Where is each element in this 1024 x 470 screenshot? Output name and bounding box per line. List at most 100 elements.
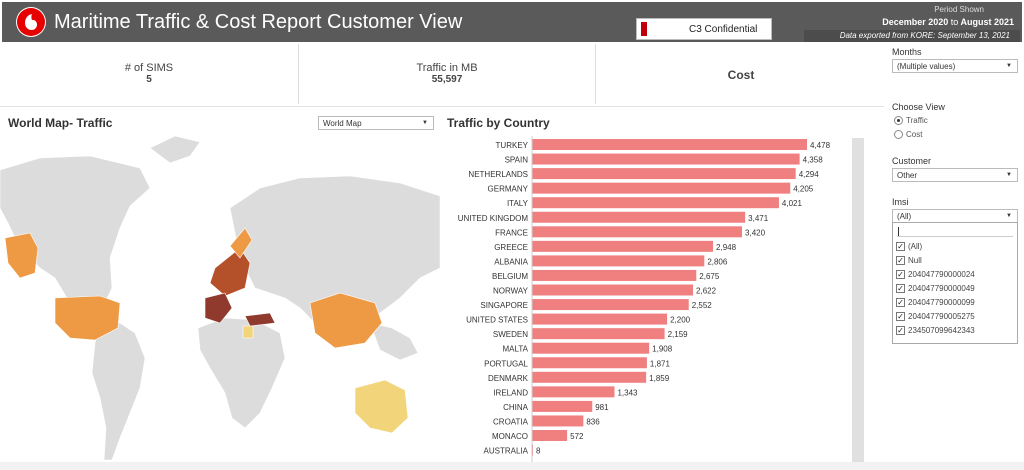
imsi-checklist: ✓ (All) ✓ Null ✓ 204047790000024 ✓ 204047790… xyxy=(892,222,1018,344)
customer-filter-select[interactable]: Other ▼ xyxy=(892,168,1018,182)
bar[interactable] xyxy=(532,139,807,150)
world-map[interactable] xyxy=(0,128,440,464)
view-option-traffic-label: Traffic xyxy=(906,116,928,125)
turkey-region[interactable] xyxy=(244,312,276,327)
imsi-option[interactable]: ✓ 234507099642343 xyxy=(896,326,975,335)
africa-land[interactable] xyxy=(197,317,286,429)
checkbox-checked-icon[interactable]: ✓ xyxy=(896,326,905,335)
value-label: 3,420 xyxy=(745,228,766,237)
bar[interactable] xyxy=(532,182,791,194)
bar[interactable] xyxy=(532,415,584,427)
map-view-select[interactable]: World Map ▼ xyxy=(318,116,434,130)
northern-europe-region[interactable] xyxy=(209,247,251,297)
imsi-option-label: 204047790000024 xyxy=(908,270,975,279)
category-label: DENMARK xyxy=(488,374,529,383)
united-states-region[interactable] xyxy=(54,295,121,341)
bar[interactable] xyxy=(532,299,689,311)
value-label: 1,343 xyxy=(617,388,638,397)
chart-scrollbar[interactable] xyxy=(852,138,864,464)
checkbox-checked-icon[interactable]: ✓ xyxy=(896,312,905,321)
south-america-land[interactable] xyxy=(91,317,146,461)
section-divider xyxy=(0,106,884,107)
bar[interactable] xyxy=(532,197,779,209)
bar[interactable] xyxy=(532,284,694,296)
checkbox-checked-icon[interactable]: ✓ xyxy=(896,242,905,251)
checkbox-checked-icon[interactable]: ✓ xyxy=(896,298,905,307)
norway-sweden-region[interactable] xyxy=(229,227,253,259)
kpi-traffic-value: 55,597 xyxy=(431,74,463,85)
dashboard-header: Maritime Traffic & Cost Report Customer … xyxy=(2,2,1022,42)
china-region[interactable] xyxy=(309,292,383,349)
category-label: GREECE xyxy=(494,243,528,252)
value-label: 8 xyxy=(536,447,541,456)
bar[interactable] xyxy=(532,255,705,267)
value-label: 2,159 xyxy=(668,330,689,339)
category-label: IRELAND xyxy=(493,388,528,397)
customer-filter-value: Other xyxy=(897,171,918,180)
australia-region[interactable] xyxy=(354,379,409,434)
bar[interactable] xyxy=(532,269,697,281)
period-info: Period Shown December 2020 to August 202… xyxy=(882,4,1014,28)
bar[interactable] xyxy=(532,386,615,398)
checkbox-checked-icon[interactable]: ✓ xyxy=(896,256,905,265)
highlighted-countries xyxy=(4,227,409,434)
bar[interactable] xyxy=(532,211,746,223)
imsi-filter-value: (All) xyxy=(897,212,912,221)
category-label: NORWAY xyxy=(493,287,529,296)
bar[interactable] xyxy=(532,153,800,165)
greenland-land[interactable] xyxy=(149,135,201,164)
category-label: SINGAPORE xyxy=(480,301,528,310)
value-label: 2,675 xyxy=(699,272,720,281)
map-title: World Map- Traffic xyxy=(8,116,113,130)
imsi-option[interactable]: ✓ Null xyxy=(896,256,922,265)
imsi-search-input[interactable] xyxy=(897,226,1013,237)
southeast-asia-land[interactable] xyxy=(369,322,419,361)
text-cursor xyxy=(898,227,899,236)
bar[interactable] xyxy=(532,226,743,238)
bar[interactable] xyxy=(532,168,796,180)
view-option-traffic[interactable]: Traffic xyxy=(894,116,928,125)
months-filter-select[interactable]: (Multiple values) ▼ xyxy=(892,59,1018,73)
chevron-down-icon: ▼ xyxy=(1006,172,1012,178)
western-europe-region[interactable] xyxy=(204,292,233,324)
category-label: UNITED STATES xyxy=(466,316,528,325)
imsi-option[interactable]: ✓ 204047790000049 xyxy=(896,284,975,293)
value-label: 2,200 xyxy=(670,316,691,325)
view-option-cost[interactable]: Cost xyxy=(894,130,922,139)
imsi-option[interactable]: ✓ 204047790000024 xyxy=(896,270,975,279)
imsi-option[interactable]: ✓ (All) xyxy=(896,242,922,251)
traffic-by-country-chart: TURKEY 4,478 SPAIN 4,358 NETHERLANDS 4,294 GER… xyxy=(458,136,831,464)
category-label: BELGIUM xyxy=(492,272,528,281)
checkbox-checked-icon[interactable]: ✓ xyxy=(896,270,905,279)
imsi-option[interactable]: ✓ 204047790000099 xyxy=(896,298,975,307)
imsi-filter-label: Imsi xyxy=(892,197,909,207)
alaska-region[interactable] xyxy=(4,232,39,279)
radio-unselected-icon[interactable] xyxy=(894,130,903,139)
bar[interactable] xyxy=(532,430,568,441)
export-note: Data exported from KORE: September 13, 2… xyxy=(804,30,1020,42)
customer-filter-label: Customer xyxy=(892,156,932,166)
radio-selected-icon[interactable] xyxy=(894,116,903,125)
bar[interactable] xyxy=(532,400,593,412)
bar[interactable] xyxy=(532,371,647,383)
value-label: 2,806 xyxy=(707,257,728,266)
bar[interactable] xyxy=(532,342,650,354)
category-label: MALTA xyxy=(503,345,529,354)
imsi-filter-select[interactable]: (All) ▼ xyxy=(892,209,1018,223)
value-label: 4,205 xyxy=(793,185,814,194)
value-label: 836 xyxy=(586,417,600,426)
period-label: Period Shown xyxy=(934,5,984,14)
egypt-region[interactable] xyxy=(242,325,254,339)
bar[interactable] xyxy=(532,357,647,369)
value-label: 4,478 xyxy=(810,141,831,150)
bar[interactable] xyxy=(532,313,668,325)
kpi-divider xyxy=(298,44,299,104)
kpi-cost: Cost xyxy=(596,44,886,104)
bar[interactable] xyxy=(532,328,665,340)
bar[interactable] xyxy=(532,240,714,252)
kpi-sims-value: 5 xyxy=(146,74,152,85)
checkbox-checked-icon[interactable]: ✓ xyxy=(896,284,905,293)
map-view-value: World Map xyxy=(323,119,362,128)
imsi-option[interactable]: ✓ 204047790005275 xyxy=(896,312,975,321)
chevron-down-icon: ▼ xyxy=(1006,213,1012,219)
